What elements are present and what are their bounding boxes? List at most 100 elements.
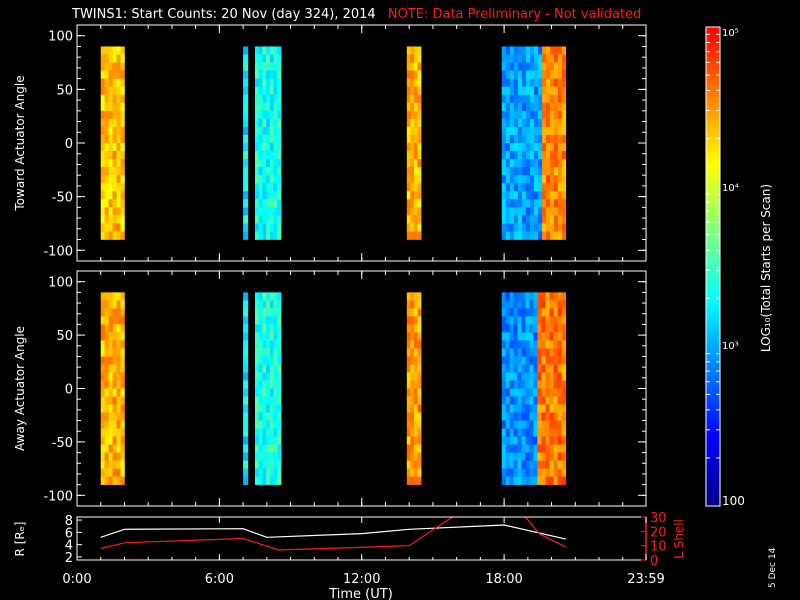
heatmap-cell — [557, 372, 563, 381]
heatmap-cell — [505, 476, 510, 485]
heatmap-cell — [541, 460, 546, 469]
heatmap-cell — [254, 396, 259, 405]
heatmap-cell — [549, 356, 554, 365]
heatmap-cell — [525, 110, 531, 120]
heatmap-cell — [509, 404, 514, 413]
heatmap-cell — [104, 292, 109, 301]
heatmap-cell — [112, 78, 117, 87]
heatmap-cell — [417, 444, 422, 453]
heatmap-cell — [266, 364, 271, 373]
heatmap-cell — [546, 231, 551, 240]
heatmap-cell — [541, 476, 546, 485]
heatmap-cell — [501, 134, 507, 144]
heatmap-cell — [269, 420, 274, 429]
heatmap-cell — [549, 175, 555, 184]
heatmap-cell — [529, 86, 535, 96]
heatmap-cell — [104, 151, 109, 160]
heatmap-cell — [561, 143, 567, 152]
heatmap-cell — [561, 444, 567, 453]
heatmap-cell — [120, 404, 125, 413]
heatmap-cell — [120, 460, 125, 469]
heatmap-cell — [417, 460, 422, 469]
heatmap-cell — [254, 316, 259, 325]
heatmap-cell — [104, 476, 109, 485]
heatmap-cell — [513, 191, 519, 200]
heatmap-cell — [505, 300, 510, 309]
heatmap-cell — [542, 46, 547, 55]
heatmap-cell — [100, 207, 105, 216]
heatmap-cell — [254, 348, 259, 357]
heatmap-cell — [505, 420, 510, 429]
heatmap-cell — [269, 207, 274, 216]
heatmap-cell — [258, 46, 263, 55]
heatmap-cell — [501, 151, 507, 160]
heatmap-cell — [243, 54, 249, 63]
heatmap-cell — [509, 70, 515, 79]
heatmap-cell — [254, 332, 259, 341]
heatmap-cell — [549, 332, 554, 341]
heatmap-cell — [517, 54, 523, 63]
heatmap-cell — [553, 46, 559, 55]
heatmap-cell — [258, 175, 263, 184]
l-shell-tick-label: 0 — [650, 554, 658, 569]
heatmap-cell — [277, 54, 282, 63]
r-tick-label: 8 — [65, 514, 73, 529]
heatmap-cell — [266, 460, 271, 469]
heatmap-cell — [537, 404, 542, 413]
heatmap-cell — [529, 348, 534, 357]
heatmap-cell — [505, 151, 511, 160]
heatmap-cell — [120, 340, 125, 349]
heatmap-cell — [258, 207, 263, 216]
heatmap-cell — [501, 460, 506, 469]
heatmap-cell — [254, 372, 259, 381]
heatmap-cell — [108, 175, 113, 184]
heatmap-cell — [116, 167, 121, 176]
heatmap-cell — [509, 159, 515, 168]
heatmap-cell — [108, 70, 113, 79]
heatmap-cell — [538, 46, 543, 55]
heatmap-cell — [541, 428, 546, 437]
heatmap-cell — [116, 183, 121, 192]
heatmap-cell — [417, 215, 422, 224]
heatmap-cell — [557, 380, 563, 389]
heatmap-cell — [501, 364, 506, 373]
heatmap-cell — [266, 308, 271, 317]
heatmap-cell — [557, 159, 563, 168]
heatmap-cell — [120, 134, 125, 144]
heatmap-cell — [108, 118, 113, 128]
l-shell-line — [524, 517, 567, 548]
heatmap-cell — [529, 62, 535, 71]
heatmap-cell — [545, 324, 550, 333]
heatmap-cell — [521, 380, 526, 389]
heatmap-cell — [273, 183, 278, 192]
heatmap-cell — [542, 54, 547, 63]
heatmap-cell — [112, 167, 117, 176]
heatmap-cell — [538, 143, 543, 152]
heatmap-cell — [112, 126, 117, 136]
heatmap-cell — [561, 460, 567, 469]
heatmap-cell — [273, 356, 278, 365]
heatmap-cell — [557, 215, 563, 224]
heatmap-block — [254, 292, 282, 485]
heatmap-cell — [273, 308, 278, 317]
heatmap-cell — [545, 292, 550, 301]
heatmap-cell — [509, 102, 515, 112]
heatmap-cell — [277, 175, 282, 184]
heatmap-cell — [277, 215, 282, 224]
heatmap-block — [501, 292, 538, 485]
heatmap-cell — [100, 292, 105, 301]
heatmap-cell — [509, 126, 515, 136]
heatmap-cell — [533, 308, 538, 317]
heatmap-cell — [269, 300, 274, 309]
heatmap-cell — [557, 308, 563, 317]
heatmap-cell — [417, 86, 422, 96]
heatmap-cell — [517, 143, 523, 152]
heatmap-cell — [273, 62, 278, 71]
heatmap-cell — [561, 191, 567, 200]
heatmap-cell — [417, 428, 422, 437]
heatmap-cell — [501, 223, 507, 232]
heatmap-cell — [501, 300, 506, 309]
heatmap-cell — [410, 70, 415, 79]
heatmap-cell — [120, 62, 125, 71]
heatmap-cell — [509, 118, 515, 128]
